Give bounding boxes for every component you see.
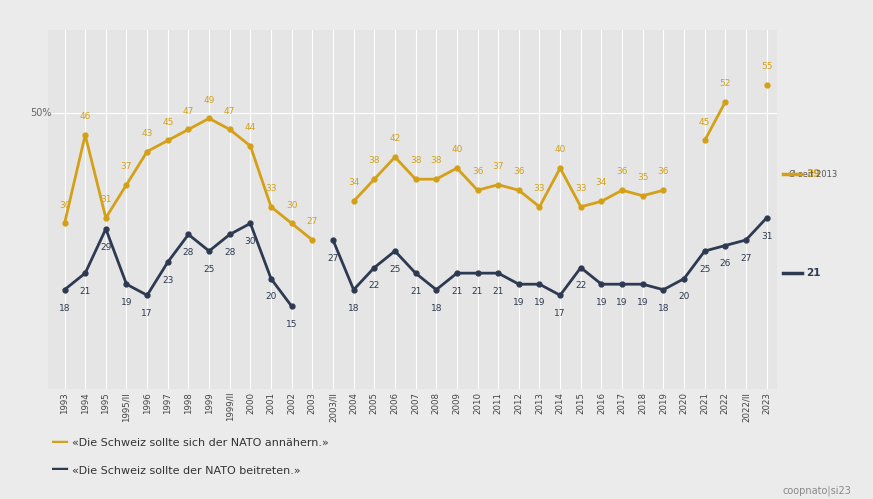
Text: 28: 28 bbox=[224, 249, 236, 257]
Text: 25: 25 bbox=[389, 265, 401, 274]
Text: 36: 36 bbox=[471, 168, 484, 177]
Text: 21: 21 bbox=[471, 287, 484, 296]
Text: 38: 38 bbox=[430, 156, 442, 165]
Text: 30: 30 bbox=[244, 237, 256, 246]
Text: 17: 17 bbox=[141, 309, 153, 318]
Text: 31: 31 bbox=[761, 232, 773, 241]
Text: 35: 35 bbox=[637, 173, 649, 182]
Text: 50%: 50% bbox=[31, 108, 52, 118]
Text: «Die Schweiz sollte der NATO beitreten.»: «Die Schweiz sollte der NATO beitreten.» bbox=[72, 466, 300, 476]
Text: 27: 27 bbox=[306, 217, 318, 226]
Text: 22: 22 bbox=[575, 281, 587, 290]
Text: 21: 21 bbox=[79, 287, 91, 296]
Text: 25: 25 bbox=[699, 265, 711, 274]
Text: coopnato|si23: coopnato|si23 bbox=[782, 485, 851, 496]
Text: 36: 36 bbox=[657, 168, 669, 177]
Text: 18: 18 bbox=[657, 303, 669, 312]
Text: 28: 28 bbox=[182, 249, 194, 257]
Text: 38: 38 bbox=[368, 156, 380, 165]
Text: 46: 46 bbox=[79, 112, 91, 121]
Text: 27: 27 bbox=[740, 254, 752, 263]
Text: 22: 22 bbox=[368, 281, 380, 290]
Text: —: — bbox=[51, 460, 69, 478]
Text: 30: 30 bbox=[286, 201, 298, 210]
Text: 36: 36 bbox=[616, 168, 628, 177]
Text: 31: 31 bbox=[100, 195, 112, 204]
Text: —: — bbox=[51, 433, 69, 451]
Text: 17: 17 bbox=[554, 309, 566, 318]
Text: 19: 19 bbox=[533, 298, 546, 307]
Text: Ø seit 2013: Ø seit 2013 bbox=[789, 170, 837, 179]
Text: 19: 19 bbox=[513, 298, 525, 307]
Text: 20: 20 bbox=[265, 292, 277, 301]
Text: 19: 19 bbox=[616, 298, 628, 307]
Text: 38: 38 bbox=[409, 156, 422, 165]
Text: 29: 29 bbox=[100, 243, 112, 251]
Text: 19: 19 bbox=[595, 298, 608, 307]
Text: 33: 33 bbox=[575, 184, 587, 193]
Text: 20: 20 bbox=[678, 292, 690, 301]
Text: 25: 25 bbox=[203, 265, 215, 274]
Text: 21: 21 bbox=[410, 287, 422, 296]
Text: 39: 39 bbox=[806, 169, 821, 179]
Text: 34: 34 bbox=[595, 179, 607, 188]
Text: 37: 37 bbox=[492, 162, 504, 171]
Text: «Die Schweiz sollte sich der NATO annähern.»: «Die Schweiz sollte sich der NATO annähe… bbox=[72, 438, 328, 448]
Text: 55: 55 bbox=[761, 62, 773, 71]
Text: 47: 47 bbox=[182, 107, 194, 116]
Text: 40: 40 bbox=[451, 145, 463, 154]
Text: 19: 19 bbox=[637, 298, 649, 307]
Text: 44: 44 bbox=[244, 123, 256, 132]
Text: 52: 52 bbox=[719, 79, 731, 88]
Text: 33: 33 bbox=[265, 184, 277, 193]
Text: 19: 19 bbox=[120, 298, 132, 307]
Text: 45: 45 bbox=[699, 118, 711, 127]
Text: 42: 42 bbox=[389, 134, 401, 143]
Text: 36: 36 bbox=[513, 168, 525, 177]
Text: 18: 18 bbox=[347, 303, 360, 312]
Text: 21: 21 bbox=[451, 287, 463, 296]
Text: 15: 15 bbox=[286, 320, 298, 329]
Text: 27: 27 bbox=[327, 254, 339, 263]
Text: 49: 49 bbox=[203, 96, 215, 105]
Text: 18: 18 bbox=[430, 303, 442, 312]
Text: 18: 18 bbox=[58, 303, 71, 312]
Text: 23: 23 bbox=[162, 276, 174, 285]
Text: 45: 45 bbox=[162, 118, 174, 127]
Text: 21: 21 bbox=[492, 287, 504, 296]
Text: 26: 26 bbox=[719, 259, 731, 268]
Text: 21: 21 bbox=[806, 268, 821, 278]
Text: 33: 33 bbox=[533, 184, 546, 193]
Text: 34: 34 bbox=[348, 179, 360, 188]
Text: 40: 40 bbox=[554, 145, 566, 154]
Text: 30: 30 bbox=[58, 201, 71, 210]
Text: 43: 43 bbox=[141, 129, 153, 138]
Text: 37: 37 bbox=[120, 162, 132, 171]
Text: 47: 47 bbox=[224, 107, 236, 116]
